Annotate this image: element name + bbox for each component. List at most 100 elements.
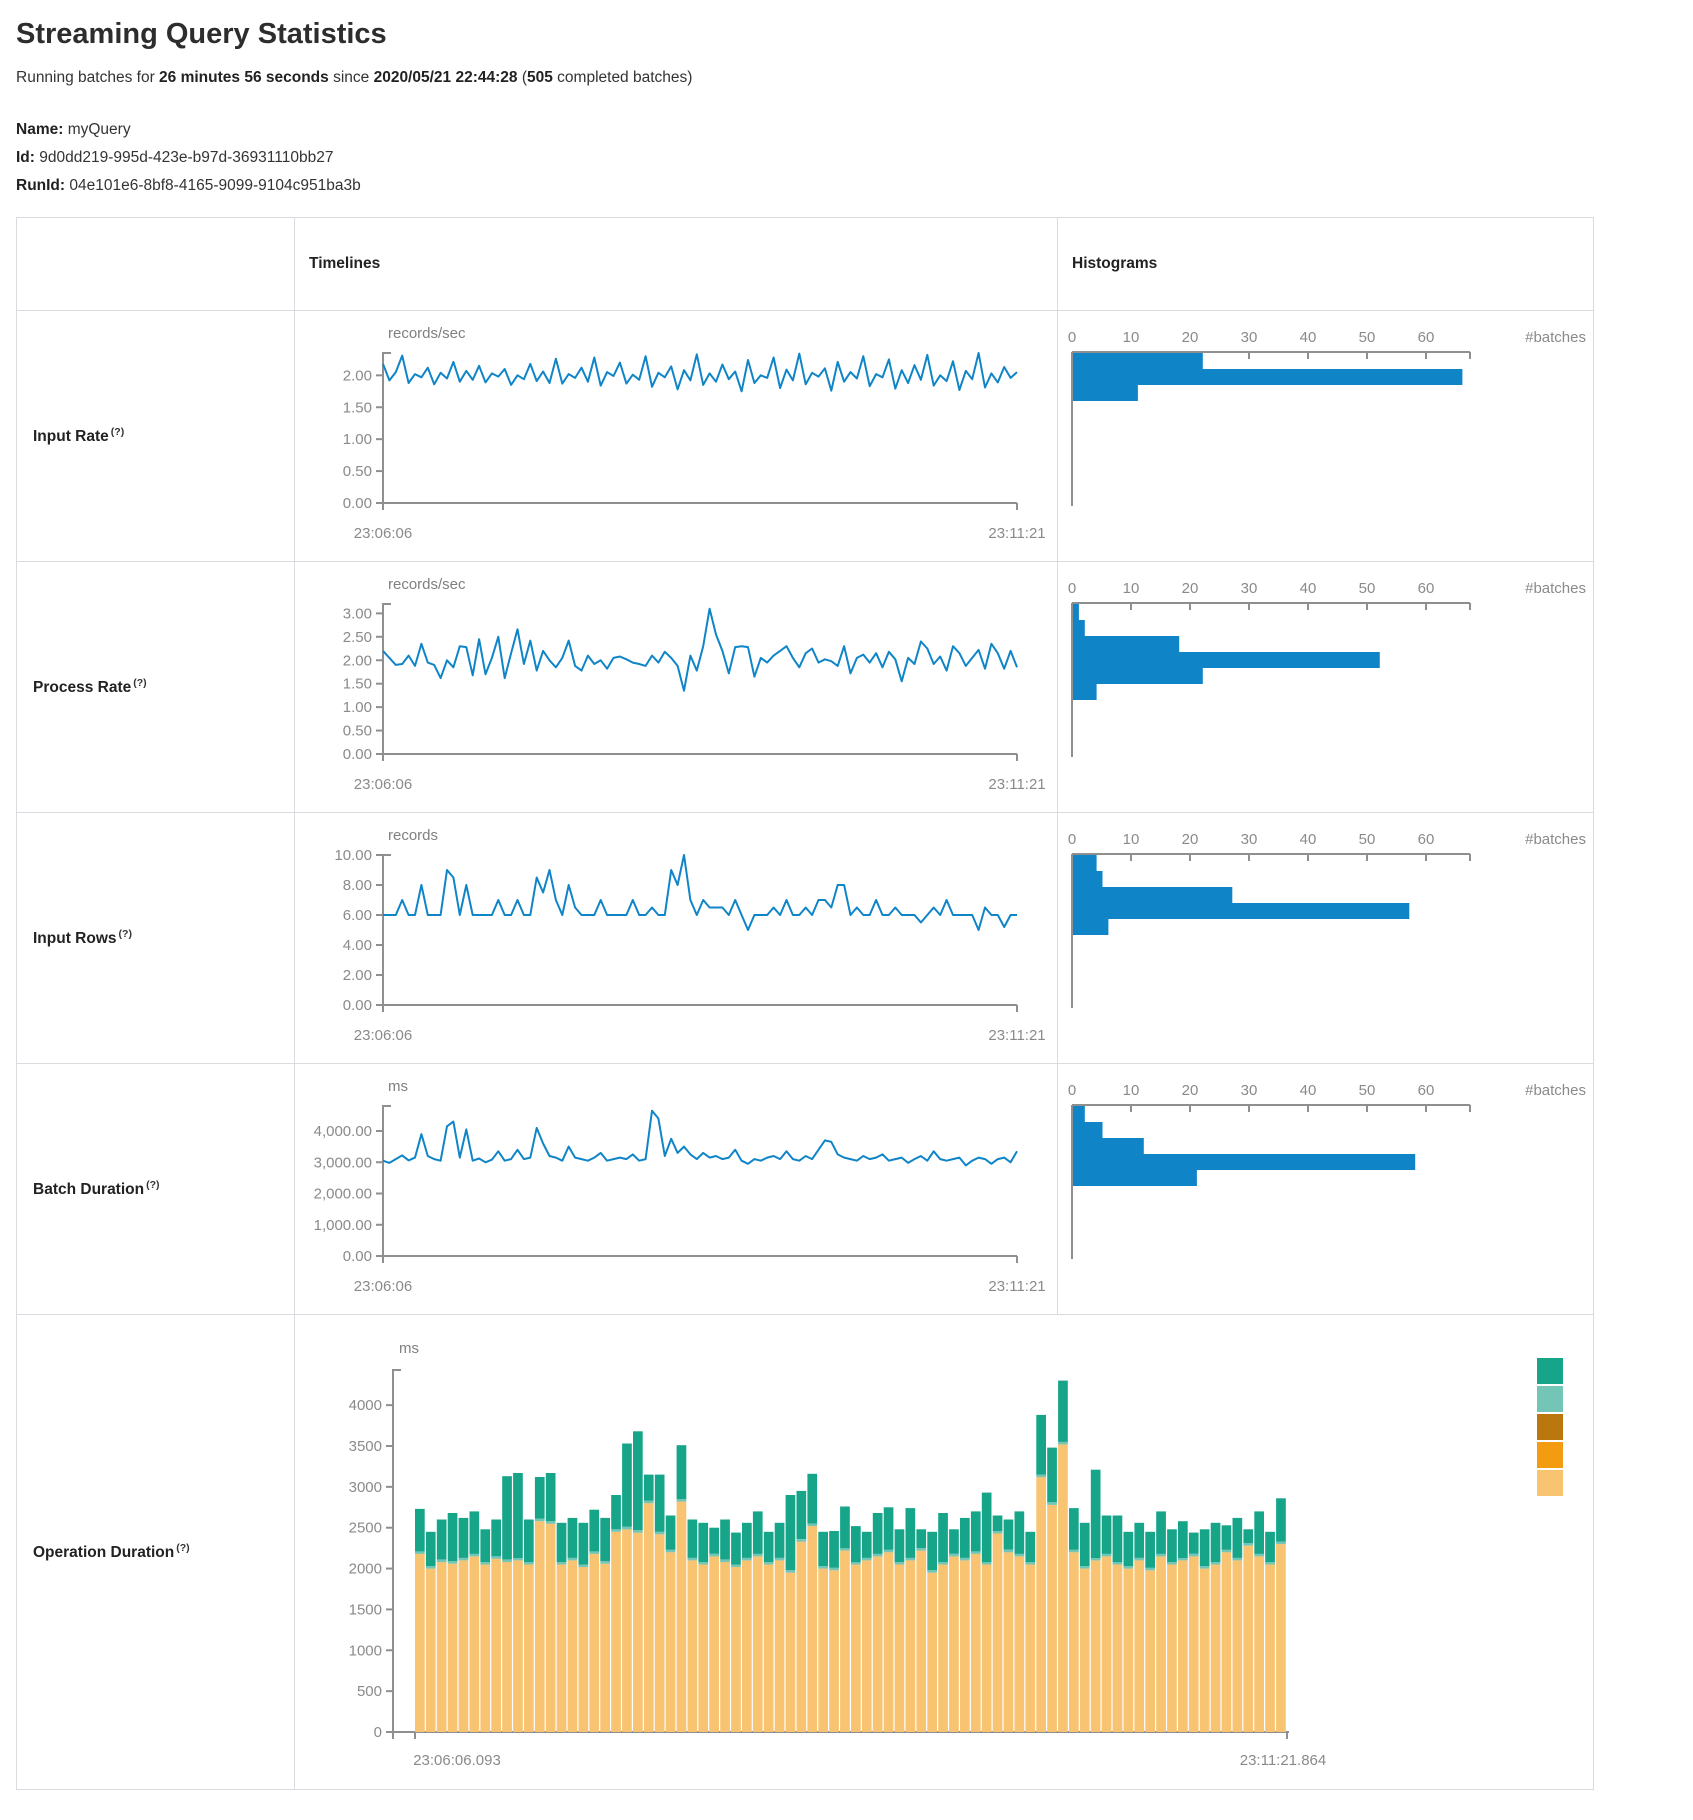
svg-text:0: 0 bbox=[1068, 329, 1076, 346]
svg-text:#batches: #batches bbox=[1525, 1082, 1586, 1099]
svg-text:0.50: 0.50 bbox=[343, 463, 372, 480]
svg-text:20: 20 bbox=[1182, 580, 1199, 597]
svg-text:500: 500 bbox=[357, 1683, 382, 1700]
svg-text:3500: 3500 bbox=[349, 1438, 382, 1455]
name-value: myQuery bbox=[67, 121, 131, 138]
svg-text:20: 20 bbox=[1182, 1082, 1199, 1099]
svg-text:30: 30 bbox=[1241, 1082, 1258, 1099]
svg-text:0: 0 bbox=[1068, 831, 1076, 848]
svg-text:2.50: 2.50 bbox=[343, 629, 372, 646]
running-duration: 26 minutes 56 seconds bbox=[159, 69, 329, 86]
svg-text:23:06:06.093: 23:06:06.093 bbox=[413, 1752, 501, 1769]
svg-text:1.50: 1.50 bbox=[343, 676, 372, 693]
svg-text:30: 30 bbox=[1241, 329, 1258, 346]
svg-text:1.50: 1.50 bbox=[343, 399, 372, 416]
input-rate-timeline-chart: records/sec 0.00 0.50 1.00 1.50 2.00 23:06:06 2… bbox=[343, 325, 1046, 542]
histograms-column-header: Histograms bbox=[1072, 255, 1158, 272]
svg-text:ms: ms bbox=[399, 1340, 419, 1357]
process-rate-histogram-chart: 0 10 20 30 40 50 60 #batches bbox=[1068, 580, 1586, 757]
statistics-table: Timelines Histograms Input Rate (?) recor… bbox=[16, 217, 1594, 1790]
svg-text:10.00: 10.00 bbox=[334, 847, 372, 864]
svg-text:30: 30 bbox=[1241, 580, 1258, 597]
svg-text:0.00: 0.00 bbox=[343, 1248, 372, 1265]
running-batches-summary: Running batches for 26 minutes 56 second… bbox=[16, 69, 1677, 87]
svg-text:8.00: 8.00 bbox=[343, 877, 372, 894]
input-rate-row: Input Rate (?) records/sec 0.00 0.50 1.00 1.5… bbox=[17, 311, 1593, 562]
batch-duration-timeline-chart: ms 0.00 1,000.00 2,000.00 3,000.00 4,000.00 23… bbox=[314, 1078, 1046, 1295]
summary-suffix: completed batches) bbox=[552, 69, 693, 86]
legend-swatch-4 bbox=[1537, 1470, 1563, 1496]
svg-text:60: 60 bbox=[1418, 329, 1435, 346]
input-rate-label: Input Rate (?) bbox=[33, 425, 125, 446]
svg-text:10: 10 bbox=[1123, 1082, 1140, 1099]
operation-duration-row: Operation Duration (?) ms 0 500 1000 1500 2000… bbox=[17, 1315, 1593, 1789]
svg-text:40: 40 bbox=[1300, 329, 1317, 346]
svg-text:3.00: 3.00 bbox=[343, 605, 372, 622]
start-timestamp: 2020/05/21 22:44:28 bbox=[373, 69, 518, 86]
input-rows-help-icon[interactable]: (?) bbox=[118, 927, 132, 940]
svg-text:10: 10 bbox=[1123, 831, 1140, 848]
svg-text:23:11:21: 23:11:21 bbox=[988, 776, 1045, 793]
svg-text:3000: 3000 bbox=[349, 1479, 382, 1496]
query-name-line: Name: myQuery bbox=[16, 121, 1677, 139]
svg-text:2.00: 2.00 bbox=[343, 652, 372, 669]
svg-text:20: 20 bbox=[1182, 831, 1199, 848]
svg-text:10: 10 bbox=[1123, 580, 1140, 597]
svg-text:1000: 1000 bbox=[349, 1642, 382, 1659]
input-rows-row: Input Rows (?) records 0.00 2.00 4.00 6.00 8.0… bbox=[17, 813, 1593, 1064]
svg-text:50: 50 bbox=[1359, 580, 1376, 597]
batch-duration-label: Batch Duration (?) bbox=[33, 1178, 160, 1199]
process-rate-label: Process Rate (?) bbox=[33, 676, 147, 697]
operation-duration-label: Operation Duration (?) bbox=[33, 1541, 190, 1562]
input-rate-help-icon[interactable]: (?) bbox=[110, 425, 125, 438]
svg-text:4000: 4000 bbox=[349, 1397, 382, 1414]
svg-text:2,000.00: 2,000.00 bbox=[314, 1186, 372, 1203]
operation-duration-help-icon[interactable]: (?) bbox=[176, 1541, 190, 1554]
svg-text:1.00: 1.00 bbox=[343, 431, 372, 448]
batch-duration-histogram-chart: 0 10 20 30 40 50 60 #batches bbox=[1068, 1082, 1586, 1259]
svg-text:23:06:06: 23:06:06 bbox=[354, 776, 412, 793]
svg-text:0: 0 bbox=[374, 1724, 382, 1741]
svg-text:23:11:21: 23:11:21 bbox=[988, 525, 1045, 542]
runid-value: 04e101e6-8bf8-4165-9099-9104c951ba3b bbox=[69, 177, 361, 194]
svg-text:0.00: 0.00 bbox=[343, 495, 372, 512]
svg-text:23:06:06: 23:06:06 bbox=[354, 1278, 412, 1295]
table-header-row: Timelines Histograms bbox=[17, 218, 1593, 311]
svg-text:2000: 2000 bbox=[349, 1561, 382, 1578]
svg-text:23:11:21.864: 23:11:21.864 bbox=[1240, 1752, 1326, 1769]
query-id-line: Id: 9d0dd219-995d-423e-b97d-36931110bb27 bbox=[16, 149, 1677, 167]
svg-text:1500: 1500 bbox=[349, 1601, 382, 1618]
completed-batch-count: 505 bbox=[526, 69, 553, 86]
svg-text:2.00: 2.00 bbox=[343, 967, 372, 984]
input-rows-label: Input Rows (?) bbox=[33, 927, 132, 948]
svg-text:1.00: 1.00 bbox=[343, 699, 372, 716]
header-empty-cell bbox=[17, 218, 295, 310]
legend-swatch-3 bbox=[1537, 1442, 1563, 1468]
svg-text:#batches: #batches bbox=[1525, 831, 1586, 848]
legend-swatch-1 bbox=[1537, 1386, 1563, 1412]
svg-text:records/sec: records/sec bbox=[388, 576, 466, 593]
svg-text:10: 10 bbox=[1123, 329, 1140, 346]
svg-text:23:06:06: 23:06:06 bbox=[354, 525, 412, 542]
input-rows-histogram-chart: 0 10 20 30 40 50 60 #batches bbox=[1068, 831, 1586, 1008]
svg-text:60: 60 bbox=[1418, 831, 1435, 848]
operation-duration-stacked-chart: ms 0 500 1000 1500 2000 2500 3000 3500 4000 23:06:… bbox=[349, 1340, 1563, 1769]
page-title: Streaming Query Statistics bbox=[16, 18, 387, 50]
id-label: Id: bbox=[16, 149, 35, 166]
summary-mid: since bbox=[328, 69, 374, 86]
svg-text:60: 60 bbox=[1418, 580, 1435, 597]
svg-text:6.00: 6.00 bbox=[343, 907, 372, 924]
svg-text:60: 60 bbox=[1418, 1082, 1435, 1099]
svg-text:40: 40 bbox=[1300, 580, 1317, 597]
batch-duration-help-icon[interactable]: (?) bbox=[146, 1178, 160, 1191]
batch-duration-row: Batch Duration (?) ms 0.00 1,000.00 2,000.00… bbox=[17, 1064, 1593, 1315]
input-rate-histogram-chart: 0 10 20 30 40 50 60 #batches bbox=[1068, 329, 1586, 506]
id-value: 9d0dd219-995d-423e-b97d-36931110bb27 bbox=[39, 149, 334, 166]
svg-text:1,000.00: 1,000.00 bbox=[314, 1217, 372, 1234]
svg-text:3,000.00: 3,000.00 bbox=[314, 1154, 372, 1171]
svg-text:4,000.00: 4,000.00 bbox=[314, 1123, 372, 1140]
svg-text:records/sec: records/sec bbox=[388, 325, 466, 342]
svg-text:40: 40 bbox=[1300, 1082, 1317, 1099]
svg-text:0: 0 bbox=[1068, 1082, 1076, 1099]
process-rate-help-icon[interactable]: (?) bbox=[133, 676, 147, 689]
